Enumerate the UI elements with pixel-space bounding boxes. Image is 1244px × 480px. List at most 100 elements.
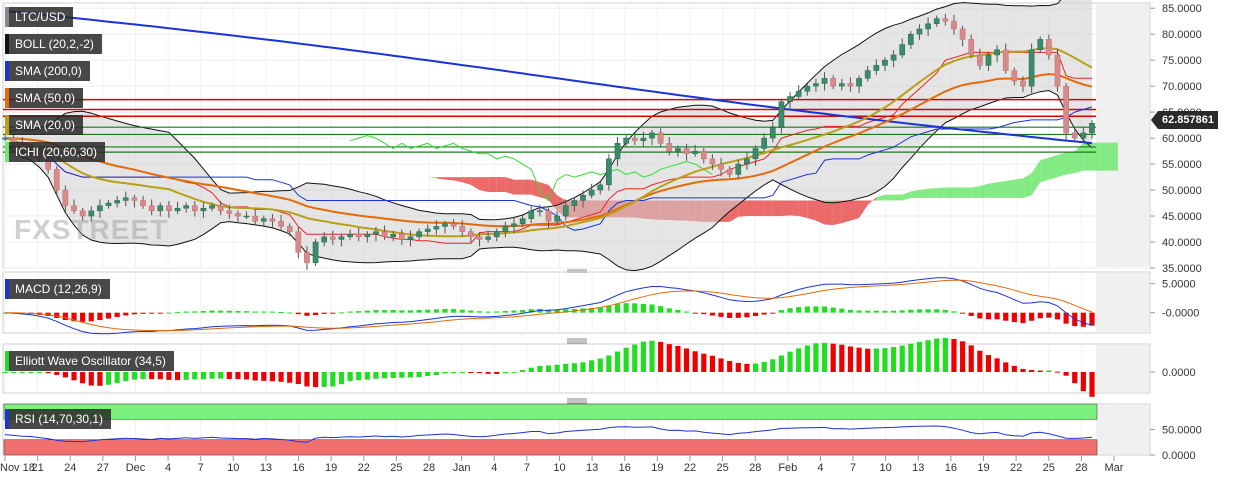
price-candle bbox=[381, 225, 388, 240]
candle-body bbox=[157, 205, 164, 212]
macd-histogram-bar bbox=[97, 312, 103, 321]
macd-histogram-bar bbox=[71, 312, 77, 322]
macd-histogram-bar bbox=[261, 311, 267, 313]
macd-line bbox=[4, 277, 1093, 335]
ichimoku-cloud-segment bbox=[1048, 154, 1058, 180]
last-price-tag: 62.857861 bbox=[1151, 111, 1218, 129]
candle-body bbox=[666, 143, 673, 152]
ewo-bar bbox=[804, 345, 810, 372]
legend-label: SMA (50,0) bbox=[15, 91, 76, 105]
price-candle bbox=[269, 213, 276, 229]
legend-boll[interactable]: BOLL (20,2,-2) bbox=[5, 34, 102, 54]
x-tick-label: 10 bbox=[553, 462, 565, 474]
price-candle bbox=[692, 144, 698, 157]
x-tick-label: 22 bbox=[358, 462, 370, 474]
legend-pair[interactable]: LTC/USD bbox=[5, 7, 74, 27]
ichimoku-cloud-segment bbox=[971, 186, 980, 198]
price-candle bbox=[735, 159, 742, 179]
ewo-bar bbox=[485, 372, 491, 374]
ewo-bar bbox=[183, 372, 189, 380]
ewo-bar bbox=[537, 365, 543, 372]
ewo-bar bbox=[494, 372, 500, 374]
price-candle bbox=[666, 137, 673, 156]
macd-histogram-bar bbox=[278, 311, 284, 313]
ewo-bar bbox=[71, 372, 77, 381]
macd-histogram-bar bbox=[770, 312, 776, 314]
ichimoku-cloud-segment bbox=[979, 183, 989, 198]
ewo-bar bbox=[200, 372, 207, 380]
macd-histogram-bar bbox=[442, 309, 448, 313]
price-candle bbox=[286, 223, 293, 237]
macd-histogram-bar bbox=[295, 312, 301, 315]
y-tick-label: 80.0000 bbox=[1162, 29, 1202, 41]
y-tick-label: 85.0000 bbox=[1162, 3, 1202, 15]
macd-histogram-bar bbox=[243, 311, 250, 313]
ewo-future-area bbox=[1096, 345, 1149, 392]
price-candle bbox=[485, 230, 491, 243]
price-candle bbox=[183, 202, 190, 213]
macd-histogram-bar bbox=[942, 309, 948, 313]
candle-body bbox=[304, 252, 310, 264]
ewo-bar bbox=[451, 372, 457, 373]
ewo-bar bbox=[890, 347, 897, 372]
candle-body bbox=[709, 158, 716, 165]
ewo-bar bbox=[287, 372, 293, 383]
price-candle bbox=[1037, 36, 1044, 53]
candle-body bbox=[433, 226, 440, 230]
candle-body bbox=[873, 65, 880, 71]
legend-label: LTC/USD bbox=[15, 10, 66, 24]
price-candle bbox=[769, 121, 776, 143]
candle-body bbox=[459, 226, 466, 232]
ewo-bar bbox=[701, 353, 707, 372]
candle-body bbox=[114, 200, 120, 204]
legend-swatch bbox=[5, 88, 9, 108]
legend-label: MACD (12,26,9) bbox=[15, 282, 102, 296]
ewo-bar bbox=[131, 372, 137, 380]
legend-sma200[interactable]: SMA (200,0) bbox=[5, 61, 90, 81]
price-candle bbox=[347, 229, 353, 240]
price-candle bbox=[580, 190, 586, 208]
ewo-bar bbox=[632, 344, 638, 372]
price-candle bbox=[53, 166, 60, 196]
ewo-bar bbox=[925, 340, 931, 372]
legend-label: SMA (20,0) bbox=[15, 118, 76, 132]
price-candle bbox=[640, 131, 647, 147]
price-candle bbox=[502, 221, 509, 238]
ewo-bar bbox=[149, 372, 155, 380]
candle-body bbox=[631, 137, 638, 141]
macd-histogram-bar bbox=[149, 312, 155, 314]
price-candle bbox=[1028, 43, 1035, 94]
price-candle bbox=[442, 220, 448, 234]
ichimoku-cloud-segment bbox=[867, 197, 877, 205]
legend-ichi[interactable]: ICHI (20,60,30) bbox=[5, 142, 106, 162]
macd-histogram-bar bbox=[727, 312, 733, 318]
candle-body bbox=[79, 210, 86, 217]
ewo-bar bbox=[761, 362, 767, 372]
price-candle bbox=[252, 209, 259, 226]
legend-rsi[interactable]: RSI (14,70,30,1) bbox=[5, 409, 112, 429]
ichimoku-cloud-segment bbox=[764, 200, 773, 217]
candle-body bbox=[545, 210, 552, 222]
x-tick-label: 24 bbox=[64, 462, 76, 474]
candle-body bbox=[217, 205, 224, 212]
legend-sma20[interactable]: SMA (20,0) bbox=[5, 115, 84, 135]
legend-sma50[interactable]: SMA (50,0) bbox=[5, 88, 84, 108]
price-candle bbox=[907, 31, 914, 49]
x-tick-label: 19 bbox=[651, 462, 663, 474]
candle-body bbox=[649, 132, 655, 139]
macd-histogram-bar bbox=[459, 309, 465, 313]
ichimoku-cloud-segment bbox=[462, 177, 471, 185]
ewo-bar bbox=[433, 372, 439, 376]
legend-swatch bbox=[5, 279, 9, 299]
ichimoku-cloud-segment bbox=[798, 200, 808, 218]
price-candle bbox=[243, 211, 250, 220]
ichimoku-cloud-segment bbox=[833, 200, 842, 226]
ichimoku-cloud-segment bbox=[1005, 179, 1015, 198]
legend-ewo[interactable]: Elliott Wave Oscillator (34,5) bbox=[5, 351, 174, 371]
candle-body bbox=[856, 78, 862, 87]
candle-body bbox=[597, 184, 604, 191]
ewo-bar bbox=[951, 338, 957, 372]
legend-macd[interactable]: MACD (12,26,9) bbox=[5, 279, 110, 299]
ichimoku-cloud-segment bbox=[876, 194, 885, 201]
x-tick-label: 13 bbox=[912, 462, 924, 474]
